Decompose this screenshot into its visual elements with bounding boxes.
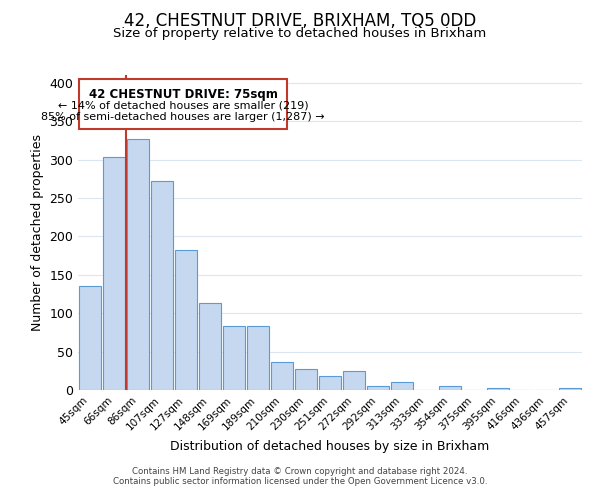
- Text: ← 14% of detached houses are smaller (219): ← 14% of detached houses are smaller (21…: [58, 100, 308, 110]
- Text: 42 CHESTNUT DRIVE: 75sqm: 42 CHESTNUT DRIVE: 75sqm: [89, 88, 277, 101]
- Bar: [223, 326, 245, 390]
- FancyBboxPatch shape: [79, 79, 287, 129]
- Bar: [487, 388, 509, 390]
- Text: 42, CHESTNUT DRIVE, BRIXHAM, TQ5 0DD: 42, CHESTNUT DRIVE, BRIXHAM, TQ5 0DD: [124, 12, 476, 30]
- Bar: [247, 326, 269, 390]
- Bar: [343, 371, 365, 390]
- Bar: [295, 370, 317, 390]
- Bar: [391, 382, 413, 390]
- Bar: [367, 386, 389, 390]
- Bar: [271, 362, 293, 390]
- Bar: [199, 303, 221, 390]
- Text: Contains public sector information licensed under the Open Government Licence v3: Contains public sector information licen…: [113, 477, 487, 486]
- Text: Size of property relative to detached houses in Brixham: Size of property relative to detached ho…: [113, 28, 487, 40]
- Bar: [79, 286, 101, 390]
- Bar: [127, 139, 149, 390]
- Text: 85% of semi-detached houses are larger (1,287) →: 85% of semi-detached houses are larger (…: [41, 112, 325, 122]
- Bar: [175, 250, 197, 390]
- Text: Contains HM Land Registry data © Crown copyright and database right 2024.: Contains HM Land Registry data © Crown c…: [132, 467, 468, 476]
- Bar: [319, 376, 341, 390]
- Bar: [151, 181, 173, 390]
- Bar: [103, 157, 125, 390]
- Y-axis label: Number of detached properties: Number of detached properties: [31, 134, 44, 331]
- Bar: [559, 388, 581, 390]
- Bar: [439, 386, 461, 390]
- X-axis label: Distribution of detached houses by size in Brixham: Distribution of detached houses by size …: [170, 440, 490, 453]
